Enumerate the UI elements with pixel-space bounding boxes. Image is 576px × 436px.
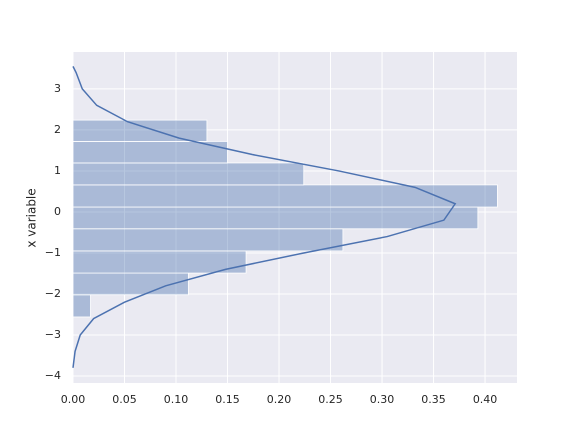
- x-tick-label: 0.00: [61, 393, 86, 406]
- x-tick-label: 0.05: [112, 393, 137, 406]
- x-tick-label: 0.25: [318, 393, 343, 406]
- x-tick-label: 0.40: [473, 393, 498, 406]
- y-tick-label: 0: [54, 205, 61, 218]
- bar: [72, 184, 498, 208]
- y-tick-label: −4: [45, 369, 61, 382]
- bar: [72, 141, 228, 164]
- bar: [72, 162, 305, 186]
- x-tick-label: 0.35: [421, 393, 446, 406]
- bar: [72, 228, 344, 252]
- bar: [72, 119, 208, 142]
- y-tick-label: 3: [54, 82, 61, 95]
- y-tick-label: −3: [45, 328, 61, 341]
- bar: [72, 206, 479, 230]
- y-tick-label: −2: [45, 287, 61, 300]
- x-tick-label: 0.20: [267, 393, 292, 406]
- y-tick-label: 1: [54, 164, 61, 177]
- plot-area: [73, 52, 517, 383]
- y-axis-label: x variable: [25, 188, 39, 247]
- x-tick-label: 0.10: [164, 393, 189, 406]
- bar: [72, 250, 247, 274]
- x-tick-label: 0.15: [215, 393, 240, 406]
- kde-line: [72, 66, 457, 368]
- y-tick-label: −1: [45, 246, 61, 259]
- x-tick-label: 0.30: [370, 393, 395, 406]
- y-tick-label: 2: [54, 123, 61, 136]
- bar: [72, 294, 91, 318]
